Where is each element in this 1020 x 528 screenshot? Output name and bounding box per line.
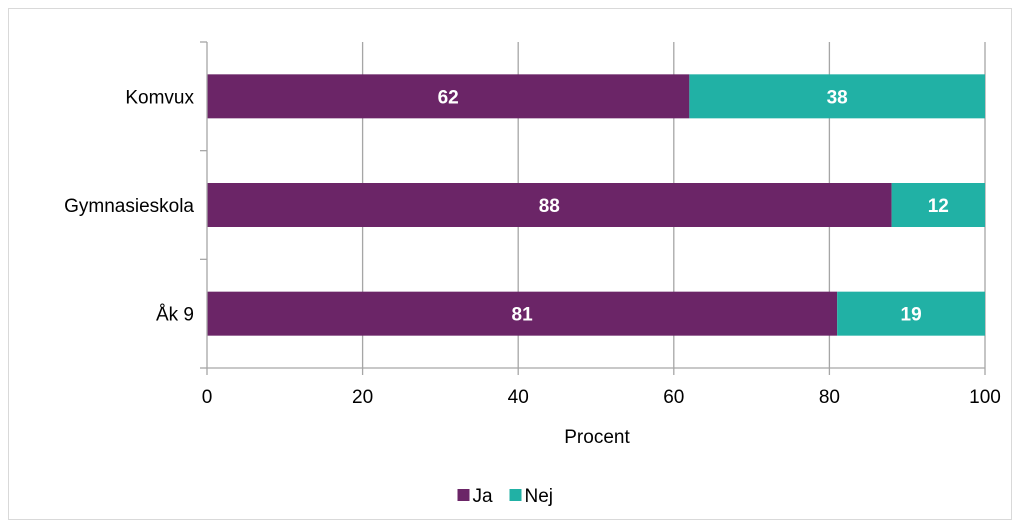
x-tick-label: 20 <box>352 387 373 408</box>
data-label: 81 <box>512 305 534 326</box>
bar-ja <box>207 74 690 119</box>
data-label: 12 <box>928 196 949 217</box>
x-tick-label: 100 <box>969 387 1001 408</box>
x-tick-label: 0 <box>202 387 213 408</box>
legend-label: Nej <box>525 486 554 507</box>
x-tick-label: 80 <box>819 387 840 408</box>
x-axis-title: Procent <box>564 427 630 448</box>
bar-nej <box>891 183 985 227</box>
data-label: 19 <box>901 305 922 326</box>
legend-swatch <box>457 489 470 501</box>
bar-nej <box>689 74 985 119</box>
x-tick-label: 60 <box>663 387 684 408</box>
data-label: 62 <box>438 87 459 108</box>
legend: Ja Nej <box>457 486 554 507</box>
bar-ja <box>207 183 892 227</box>
category-label: Åk 9 <box>156 305 194 326</box>
x-tick-label: 40 <box>508 387 529 408</box>
category-label: Komvux <box>125 87 194 108</box>
data-label: 88 <box>539 196 560 217</box>
data-label: 38 <box>827 87 848 108</box>
bars: 62 38 88 12 81 19 <box>207 74 985 336</box>
legend-label: Ja <box>473 486 494 507</box>
bar-nej <box>837 291 985 336</box>
bar-ja <box>207 291 838 336</box>
category-label: Gymnasieskola <box>64 196 194 217</box>
legend-swatch <box>509 489 522 501</box>
axes: 0 20 40 60 80 100 Komvux Gymnasieskola Åk 9 <box>64 41 1001 408</box>
